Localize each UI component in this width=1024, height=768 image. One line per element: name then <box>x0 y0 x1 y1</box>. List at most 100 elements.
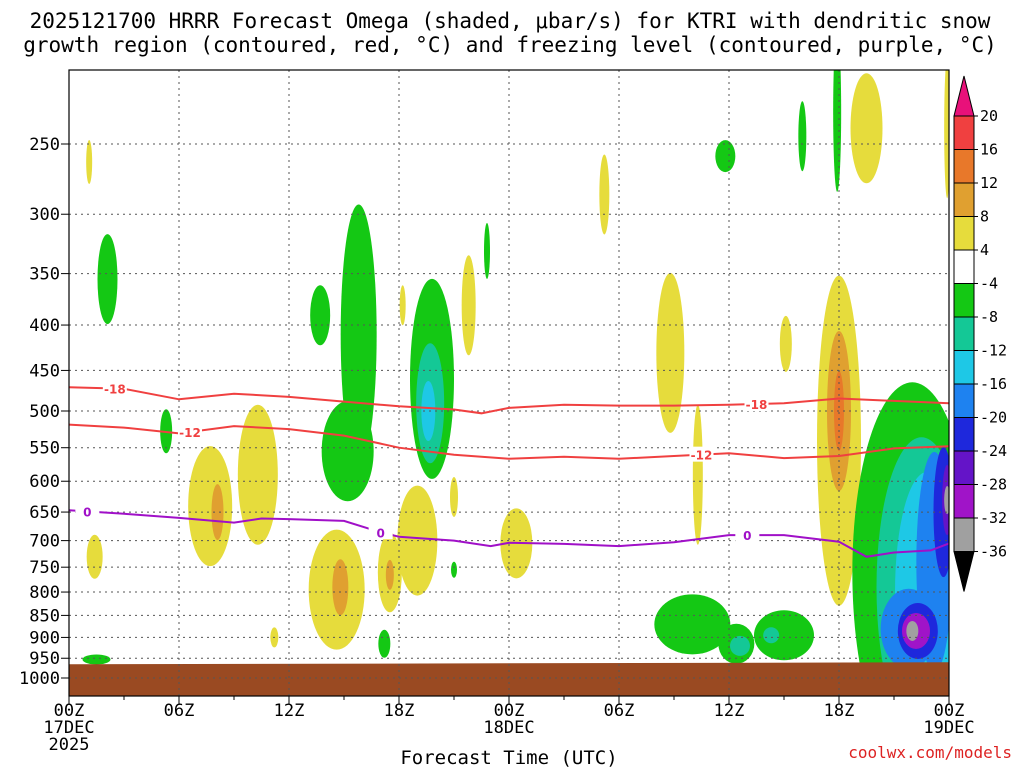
freezing-level-label-bg-0 <box>75 503 100 519</box>
green-tower-hr16 <box>340 204 377 465</box>
ytick-label-550: 550 <box>29 439 60 459</box>
colorbar-segment-2 <box>953 149 975 184</box>
colorbar-label-10: -24 <box>980 442 1007 460</box>
ytick-label-500: 500 <box>29 402 60 422</box>
terrain <box>69 662 949 696</box>
colorbar-label-0: 20 <box>980 107 998 125</box>
dgz-bottom-label-0: -12 <box>179 426 201 440</box>
colorbar-segment-5 <box>953 249 975 284</box>
grid-lines <box>69 70 949 696</box>
colorbar-label-8: -16 <box>980 375 1007 393</box>
ytick-label-300: 300 <box>29 205 60 225</box>
x-axis-label: Forecast Time (UTC) <box>400 747 617 768</box>
xtick-label-30-1: 06Z <box>604 701 635 721</box>
ytick-label-800: 800 <box>29 583 60 603</box>
freezing-level-label-1: 0 <box>376 526 384 540</box>
colorbar-segment-1 <box>953 115 975 150</box>
colorbar-segment-13 <box>953 517 975 552</box>
dgz-bottom-label-bg-0 <box>178 423 202 439</box>
green-cell-hr2 <box>97 234 118 325</box>
dgz-top-label-bg-0 <box>102 380 127 396</box>
yellow-cell-hr18 <box>399 285 406 326</box>
chart-title-line2: growth region (contoured, red, °C) and f… <box>23 33 997 57</box>
colorbar-label-2: 12 <box>980 174 998 192</box>
colorbar-segment-4 <box>953 216 975 251</box>
orange-core-hr17 <box>385 559 394 590</box>
colorbar-label-9: -20 <box>980 409 1007 427</box>
ytick-label-650: 650 <box>29 503 60 523</box>
xtick-label-36-1: 12Z <box>714 701 745 721</box>
dgz-bottom-label-bg-1 <box>689 446 714 462</box>
yellow-cell-hr39 <box>779 315 792 372</box>
xtick-label-24-2: 18DEC <box>483 718 534 738</box>
xtick-label-18-1: 18Z <box>384 701 415 721</box>
xtick-label-0-2: 17DEC <box>43 718 94 738</box>
yellow-cell-hr29 <box>599 154 610 235</box>
redorange-core-hr42 <box>834 371 844 451</box>
ytick-label-600: 600 <box>29 472 60 492</box>
dgz-top-label-bg-1 <box>744 396 769 412</box>
xtick-label-12-1: 12Z <box>274 701 305 721</box>
freezing-level-line <box>68 509 950 558</box>
colorbar-segment-12 <box>953 484 975 519</box>
dgz-bottom-line <box>68 423 950 460</box>
chart-title-line1: 2025121700 HRRR Forecast Omega (shaded, … <box>30 9 991 33</box>
colorbar-label-7: -12 <box>980 342 1007 360</box>
dgz-top-label-0: -18 <box>104 383 126 397</box>
green-cell-hr14 <box>310 285 331 346</box>
colorbar-segment-6 <box>953 283 975 318</box>
colorbar-segment-8 <box>953 350 975 385</box>
green-cell-hr18-low <box>378 629 391 658</box>
yellow-cell-hr21-mid <box>450 476 458 517</box>
yellow-cell-hr11 <box>237 404 278 545</box>
xtick-label-0-3: 2025 <box>49 735 90 755</box>
cyan-core-hr20 <box>421 381 436 441</box>
colorbar-segment-7 <box>953 316 975 351</box>
yellow-cell-hr1-low <box>86 534 103 579</box>
ytick-label-450: 450 <box>29 361 60 381</box>
colorbar: 20 16 12 8 4 -4 -8 -12 -16 -20 -24 -28 -32 -36 <box>953 75 1007 592</box>
yellow-cell-hr1 <box>86 140 93 185</box>
xtick-label-42-1: 18Z <box>824 701 855 721</box>
colorbar-bottom-arrow <box>953 551 975 592</box>
yellow-cell-hr21 <box>461 255 476 356</box>
green-cell-hr39-top <box>798 101 807 172</box>
orange-core-hr15 <box>332 559 349 616</box>
colorbar-label-13: -36 <box>980 543 1007 561</box>
freezing-level-label-bg-1 <box>368 524 393 540</box>
yellow-cell-hr33 <box>656 272 685 433</box>
colorbar-segment-10 <box>953 417 975 452</box>
colorbar-label-11: -28 <box>980 476 1007 494</box>
colorbar-label-12: -32 <box>980 509 1007 527</box>
freezing-level-label-2: 0 <box>743 529 751 543</box>
gray-core-hr46 <box>906 620 919 641</box>
xtick-label-48-1: 00Z <box>934 701 965 721</box>
colorbar-label-4: 4 <box>980 241 989 259</box>
green-cell-hr23 <box>484 222 490 279</box>
colorbar-label-6: -8 <box>980 308 998 326</box>
green-cell-hr15-mid <box>321 401 374 502</box>
ytick-label-350: 350 <box>29 265 60 285</box>
gray-core-hr48 <box>944 486 949 515</box>
dgz-top-label-1: -18 <box>746 398 768 412</box>
ytick-label-850: 850 <box>29 606 60 626</box>
dgz-bottom-label-1: -12 <box>691 449 713 463</box>
xtick-label-0-1: 00Z <box>54 701 85 721</box>
green-cell-hr21-low <box>451 561 457 578</box>
xtick-label-24-1: 00Z <box>494 701 525 721</box>
colorbar-label-1: 16 <box>980 141 998 159</box>
lowlevel-green-left <box>82 654 111 665</box>
xtick-label-6-1: 06Z <box>164 701 195 721</box>
freezing-level-label-0: 0 <box>83 505 91 519</box>
teal-cell-hr37 <box>730 635 750 656</box>
y-axis: 2503003504004505005506006507007508008509… <box>19 135 69 689</box>
colorbar-label-5: -4 <box>980 275 998 293</box>
colorbar-top-arrow <box>953 75 975 117</box>
green-cell-hr34 <box>654 594 731 655</box>
ytick-label-1000: 1000 <box>19 669 60 689</box>
yellow-cell-hr44-top <box>850 73 883 184</box>
yellow-cell-hr8 <box>188 446 233 567</box>
colorbar-segment-11 <box>953 450 975 485</box>
